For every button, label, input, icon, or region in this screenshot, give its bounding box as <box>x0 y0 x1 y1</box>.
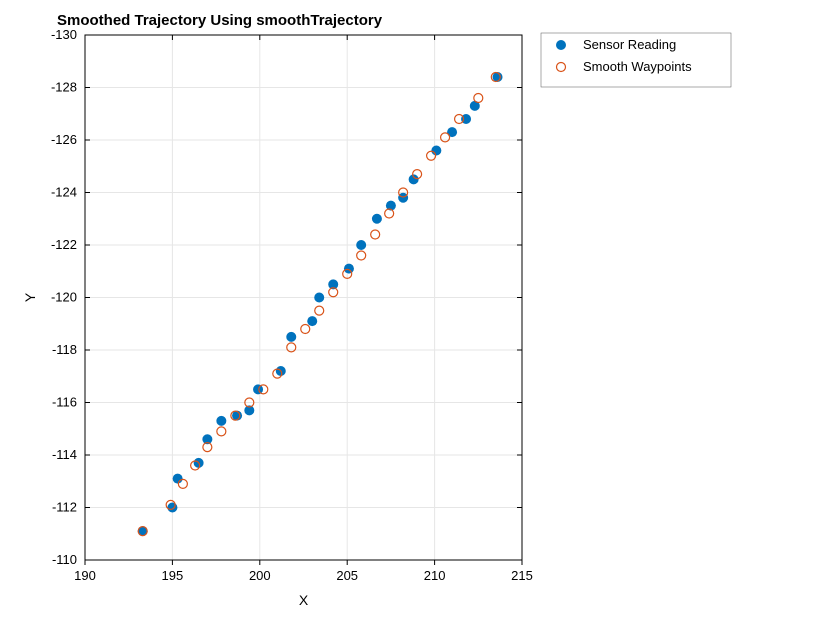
sensor-point <box>173 474 183 484</box>
x-axis-label: X <box>299 592 309 608</box>
chart-container: 190 195 200 205 210 215 -130 -128 -126 -124 -122 -1… <box>0 0 840 630</box>
y-tick-label: -128 <box>51 80 77 95</box>
sensor-point <box>307 316 317 326</box>
y-tick-label: -122 <box>51 237 77 252</box>
sensor-point <box>167 503 177 513</box>
legend-label: Sensor Reading <box>583 37 676 52</box>
y-tick-label: -116 <box>52 395 77 410</box>
x-tick-label: 215 <box>511 568 533 583</box>
x-tick-label: 190 <box>74 568 96 583</box>
y-tick-label: -130 <box>51 27 77 42</box>
sensor-point <box>372 214 382 224</box>
x-tick-label: 195 <box>162 568 184 583</box>
sensor-point <box>344 264 354 274</box>
legend-marker <box>556 40 566 50</box>
sensor-point <box>356 240 366 250</box>
y-tick-label: -124 <box>51 185 77 200</box>
y-tick-label: -112 <box>52 500 77 515</box>
y-tick-label: -118 <box>52 342 77 357</box>
x-tick-label: 200 <box>249 568 271 583</box>
sensor-point <box>314 293 324 303</box>
x-tick-label: 205 <box>336 568 358 583</box>
y-tick-label: -126 <box>51 132 77 147</box>
sensor-point <box>431 146 441 156</box>
x-tick-label: 210 <box>424 568 446 583</box>
y-tick-label: -120 <box>51 290 77 305</box>
y-tick-label: -110 <box>52 552 77 567</box>
y-tick-label: -114 <box>52 447 77 462</box>
y-axis-label: Y <box>22 292 38 302</box>
chart-title: Smoothed Trajectory Using smoothTrajecto… <box>57 12 383 29</box>
trajectory-chart: 190 195 200 205 210 215 -130 -128 -126 -124 -122 -1… <box>0 0 840 630</box>
sensor-point <box>216 416 226 426</box>
legend-label: Smooth Waypoints <box>583 59 692 74</box>
sensor-point <box>286 332 296 342</box>
